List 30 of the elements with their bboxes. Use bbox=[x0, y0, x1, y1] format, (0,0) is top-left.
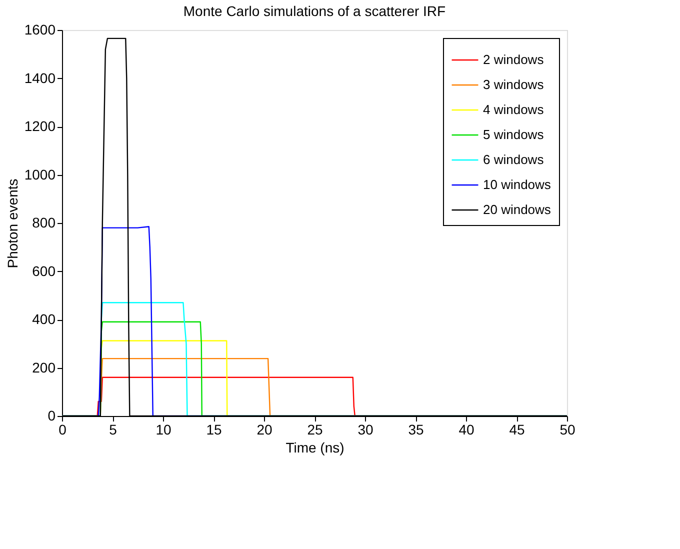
y-tick-label: 1600 bbox=[24, 22, 56, 38]
legend-label: 4 windows bbox=[483, 102, 544, 117]
y-tick-label: 800 bbox=[32, 214, 56, 230]
x-tick-label: 30 bbox=[358, 422, 374, 438]
x-tick-label: 15 bbox=[206, 422, 222, 438]
legend-label: 5 windows bbox=[483, 127, 544, 142]
x-tick-label: 20 bbox=[256, 422, 272, 438]
y-tick-label: 1400 bbox=[24, 70, 56, 86]
x-tick-label: 10 bbox=[156, 422, 172, 438]
legend-label: 20 windows bbox=[483, 202, 552, 217]
x-tick-label: 40 bbox=[458, 422, 474, 438]
y-tick-label: 600 bbox=[32, 262, 56, 279]
y-tick-label: 1200 bbox=[24, 118, 56, 134]
y-tick-label: 0 bbox=[48, 408, 56, 424]
x-tick-label: 45 bbox=[509, 422, 525, 438]
x-axis-title: Time (ns) bbox=[286, 440, 344, 456]
chart-title: Monte Carlo simulations of a scatterer IRF bbox=[183, 3, 446, 19]
y-axis-title: Photon events bbox=[4, 178, 20, 268]
legend-label: 6 windows bbox=[483, 152, 544, 167]
x-tick-label: 50 bbox=[560, 422, 576, 438]
y-tick-label: 400 bbox=[32, 311, 56, 327]
x-tick-label: 0 bbox=[58, 422, 67, 438]
y-tick-label: 1000 bbox=[24, 166, 56, 182]
x-tick-label: 35 bbox=[408, 422, 424, 438]
x-tick-label: 25 bbox=[307, 422, 323, 438]
legend-label: 3 windows bbox=[483, 77, 544, 92]
y-tick-label: 200 bbox=[32, 359, 56, 376]
x-tick-label: 5 bbox=[109, 422, 118, 438]
legend-label: 10 windows bbox=[483, 177, 552, 192]
legend-label: 2 windows bbox=[483, 52, 544, 67]
